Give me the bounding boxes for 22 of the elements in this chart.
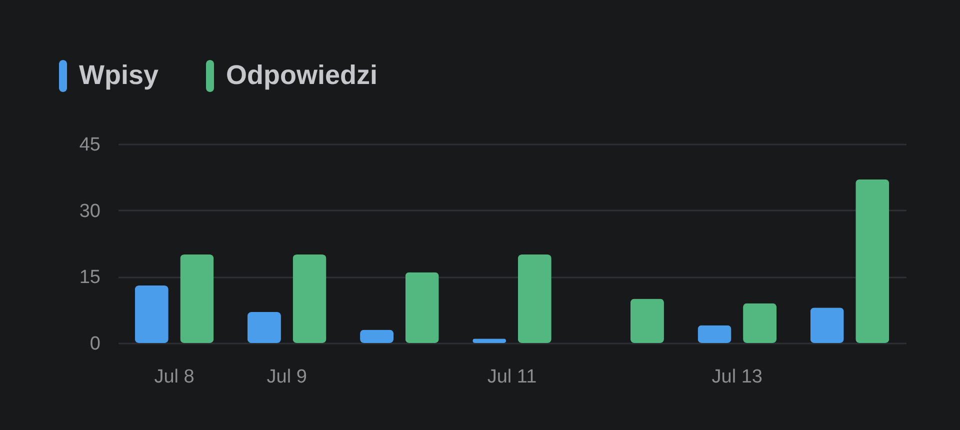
bar — [856, 179, 890, 343]
y-tick-label: 0 — [90, 334, 100, 354]
bar — [743, 303, 777, 343]
x-tick-label: Jul 13 — [712, 366, 762, 388]
y-tick-label: 30 — [79, 200, 100, 222]
bar — [698, 325, 732, 343]
bar — [405, 272, 439, 343]
bar — [360, 330, 394, 343]
x-tick-label: Jul 8 — [154, 366, 194, 388]
bar — [180, 254, 214, 343]
bar — [518, 254, 552, 343]
bar — [810, 308, 844, 343]
legend-label: Wpisy — [79, 60, 159, 90]
bar — [247, 312, 281, 343]
bar — [134, 286, 168, 343]
bar — [292, 254, 326, 343]
bar — [630, 298, 664, 343]
legend-label: Odpowiedzi — [226, 60, 378, 90]
x-tick-label: Jul 9 — [266, 366, 307, 388]
x-tick-label: Jul 11 — [487, 366, 537, 388]
y-tick-label: 45 — [79, 134, 100, 156]
y-tick-label: 15 — [79, 267, 100, 288]
